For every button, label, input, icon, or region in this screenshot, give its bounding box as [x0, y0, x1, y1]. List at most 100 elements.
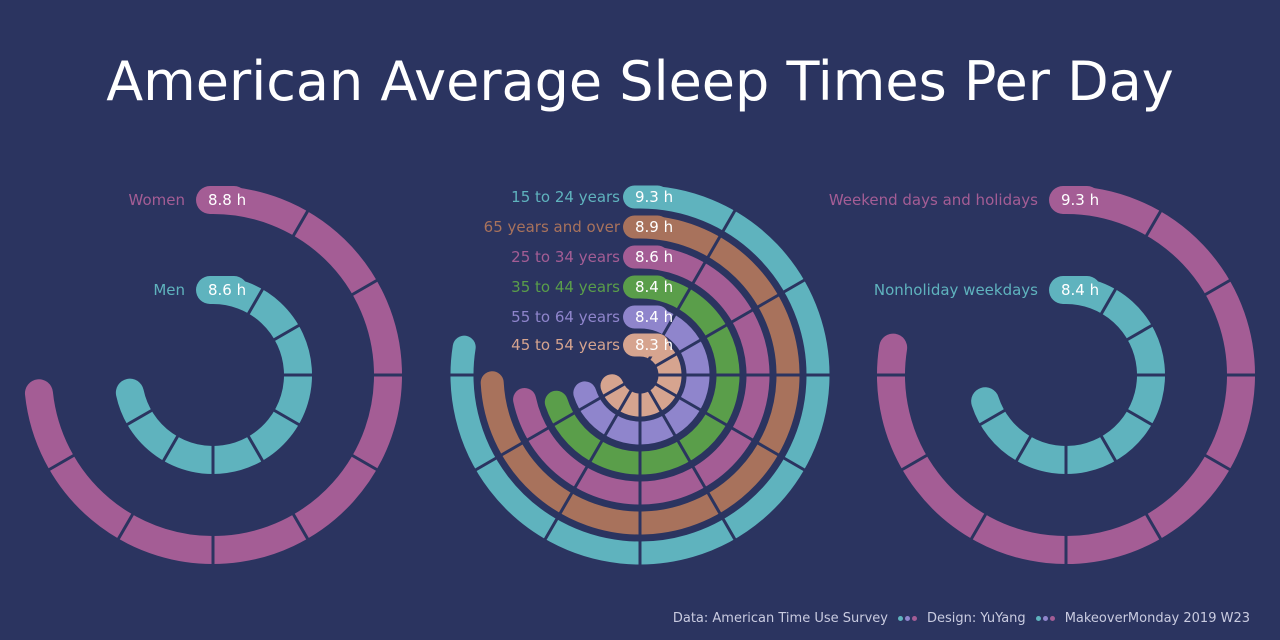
hour-separator: [756, 293, 780, 309]
hour-separator: [678, 338, 702, 354]
hour-separator: [116, 512, 135, 541]
value-label-15-to-24-years: 9.3 h: [635, 188, 673, 206]
hour-separator: [291, 209, 310, 238]
hour-separator: [782, 456, 806, 472]
category-label-25-to-34-years: 25 to 34 years: [511, 248, 620, 266]
footer-source: Data: American Time Use Survey: [672, 611, 888, 626]
category-label-15-to-24-years: 15 to 24 years: [511, 188, 620, 206]
category-label-men: Men: [153, 281, 185, 299]
hour-separator: [573, 465, 589, 489]
hour-separator: [602, 382, 626, 398]
value-label-65-years-and-over: 8.9 h: [635, 218, 673, 236]
value-pill-25-to-34-years: [623, 245, 669, 269]
hour-separator: [978, 408, 1007, 427]
value-label-weekend-days-and-holidays: 9.3 h: [1061, 191, 1099, 209]
ring-55-to-64-years: [573, 305, 710, 445]
category-label-weekend-days-and-holidays: Weekend days and holidays: [829, 191, 1038, 209]
hour-separator: [900, 453, 929, 472]
value-label-women: 8.8 h: [208, 191, 246, 209]
value-label-nonholiday-weekdays: 8.4 h: [1061, 281, 1099, 299]
hour-separator: [588, 439, 604, 463]
value-label-35-to-44-years: 8.4 h: [635, 278, 673, 296]
hour-separator: [678, 396, 702, 412]
value-label-25-to-34-years: 8.6 h: [635, 248, 673, 266]
value-pill-55-to-64-years: [623, 305, 669, 329]
hour-separator: [1203, 453, 1232, 472]
hour-separator: [676, 439, 692, 463]
category-label-55-to-64-years: 55 to 64 years: [511, 308, 620, 326]
hour-separator: [161, 434, 180, 463]
hour-separator: [578, 396, 602, 412]
value-pill-men: [196, 276, 248, 304]
value-pill-35-to-44-years: [623, 275, 669, 299]
hour-separator: [721, 517, 737, 541]
ring-nonholiday-weekdays: [971, 276, 1165, 474]
hour-separator: [721, 209, 737, 233]
radial-panel-1: 8.8 h Women 8.6 h Men: [24, 186, 403, 565]
hour-separator: [654, 382, 678, 398]
hour-separator: [526, 426, 550, 442]
hour-separator: [969, 512, 988, 541]
hour-separator: [125, 408, 154, 427]
footer-separator-dots: [897, 616, 917, 621]
hour-separator: [47, 453, 76, 472]
category-label-women: Women: [129, 191, 185, 209]
hour-separator: [1125, 408, 1154, 427]
hour-separator: [1014, 434, 1033, 463]
footer-project: MakeoverMonday 2019 W23: [1064, 611, 1250, 626]
value-label-45-to-54-years: 8.3 h: [635, 336, 673, 354]
hour-separator: [704, 411, 728, 427]
value-pill-women: [196, 186, 248, 214]
ring-15-to-24-years: [450, 185, 830, 565]
hour-separator: [558, 491, 574, 515]
ring-women: [24, 186, 402, 564]
footer-design: Design: YuYang: [926, 611, 1026, 626]
hour-separator: [350, 453, 379, 472]
ring-35-to-44-years: [544, 275, 740, 475]
hour-separator: [691, 261, 707, 285]
value-pill-65-years-and-over: [623, 215, 669, 239]
hour-separator: [706, 235, 722, 259]
hour-separator: [474, 456, 498, 472]
hour-separator: [1125, 323, 1154, 342]
hour-separator: [706, 491, 722, 515]
radial-panels: 8.8 h Women 8.6 h Men 9.3 h 15 to 24 years 8.9…: [24, 185, 1256, 566]
hour-separator: [272, 408, 301, 427]
hour-separator: [676, 287, 692, 311]
hour-separator: [1099, 434, 1118, 463]
footer-separator-dots: [1035, 616, 1055, 621]
value-pill-15-to-24-years: [623, 185, 669, 209]
category-label-35-to-44-years: 35 to 44 years: [511, 278, 620, 296]
hour-separator: [1099, 287, 1118, 316]
hour-separator: [661, 313, 677, 337]
value-pill-weekend-days-and-holidays: [1049, 186, 1101, 214]
radial-panel-2: 9.3 h 15 to 24 years 8.9 h 65 years and ove…: [449, 185, 831, 566]
hour-separator: [1144, 209, 1163, 238]
category-label-45-to-54-years: 45 to 54 years: [511, 336, 620, 354]
hour-separator: [272, 323, 301, 342]
hour-separator: [704, 323, 728, 339]
ring-65-years-and-over: [480, 215, 800, 535]
ring-25-to-34-years: [513, 245, 770, 505]
hour-separator: [647, 389, 663, 413]
hour-separator: [1144, 512, 1163, 541]
hour-separator: [603, 413, 619, 437]
category-label-65-years-and-over: 65 years and over: [484, 218, 621, 236]
hour-separator: [661, 413, 677, 437]
hour-separator: [552, 411, 576, 427]
hour-separator: [1203, 278, 1232, 297]
hour-separator: [500, 441, 524, 457]
hour-separator: [291, 512, 310, 541]
hour-separator: [617, 389, 633, 413]
hour-separator: [246, 287, 265, 316]
hour-separator: [654, 352, 678, 368]
value-label-55-to-64-years: 8.4 h: [635, 308, 673, 326]
hour-separator: [730, 308, 754, 324]
value-pill-45-to-54-years: [623, 333, 669, 357]
hour-separator: [246, 434, 265, 463]
ring-weekend-days-and-holidays: [877, 186, 1255, 564]
value-label-men: 8.6 h: [208, 281, 246, 299]
footer: Data: American Time Use Survey Design: Y…: [673, 611, 1250, 626]
ring-men: [115, 276, 312, 474]
